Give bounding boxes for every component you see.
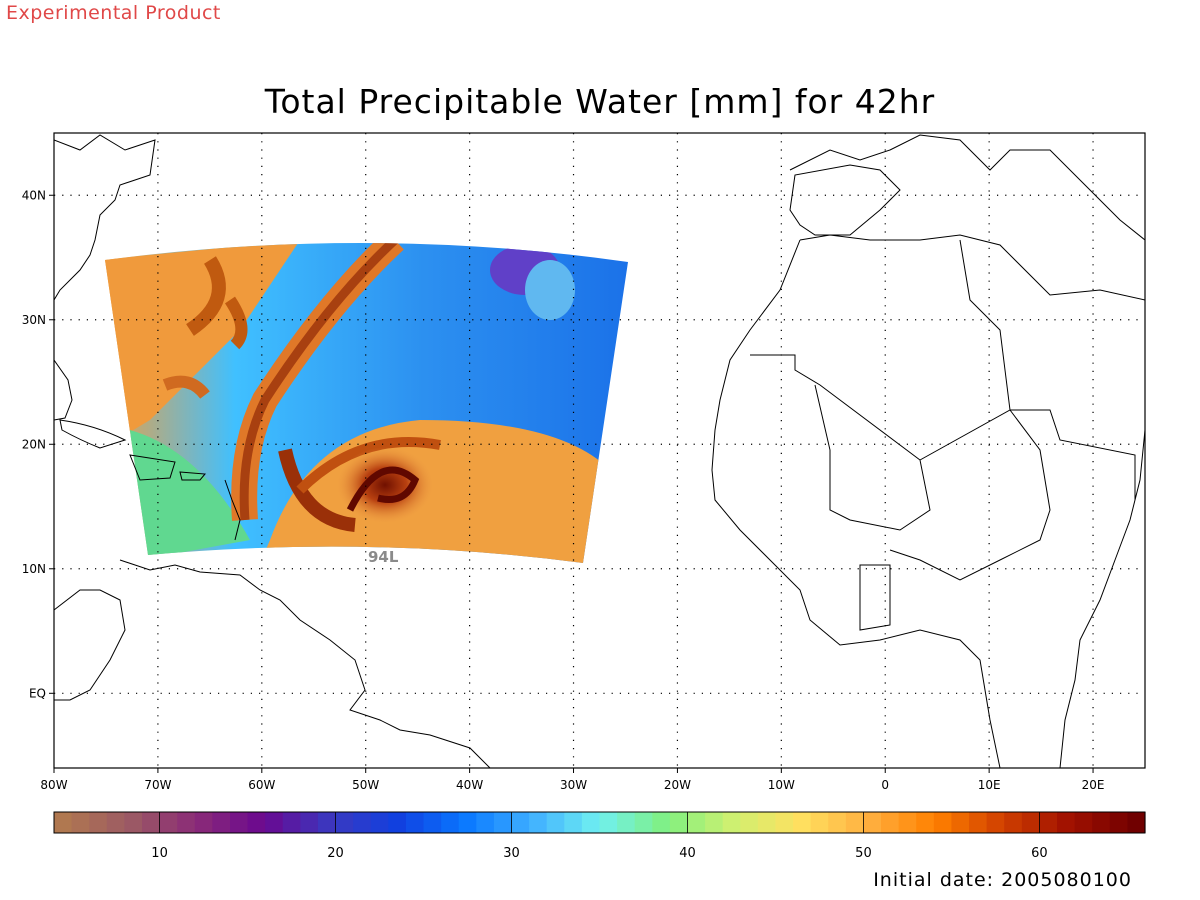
colorbar-cell [564, 812, 583, 833]
colorbar-cell [810, 812, 829, 833]
colorbar-frame [53, 811, 1146, 834]
colorbar-cell [581, 812, 601, 833]
y-tick-label: 30N [22, 313, 46, 327]
colorbar-cell [247, 812, 266, 833]
colorbar-cell [916, 812, 935, 833]
colorbar-cell [1127, 812, 1146, 833]
colorbar-cell [493, 812, 513, 833]
colorbar-cell [89, 812, 108, 833]
colorbar-cell [458, 812, 477, 833]
colorbar-tick-label: 20 [327, 846, 344, 861]
colorbar-cell [969, 812, 988, 833]
colorbar-cell [511, 812, 530, 833]
colorbar-cell [634, 812, 653, 833]
colorbar-cell [617, 812, 636, 833]
colorbar-cell [1074, 812, 1093, 833]
colorbar-tick-label: 30 [503, 846, 520, 861]
colorbar-cell [1004, 812, 1023, 833]
colorbar-cell [529, 812, 548, 833]
colorbar-cell [335, 812, 354, 833]
colorbar-cell [265, 812, 284, 833]
colorbar-cell [1039, 812, 1058, 833]
colorbar-cell [124, 812, 143, 833]
colorbar-tick-label: 50 [855, 846, 872, 861]
colorbar-cell [898, 812, 917, 833]
x-tick-label: 20W [664, 778, 691, 792]
tpw-field [105, 242, 628, 563]
x-tick-label: 60W [248, 778, 275, 792]
colorbar-cell [722, 812, 741, 833]
colorbar-cell [317, 812, 337, 833]
colorbar-cell [845, 812, 865, 833]
y-tick-label: EQ [29, 686, 46, 700]
colorbar-cell [194, 812, 213, 833]
colorbar-tick-label: 10 [151, 846, 168, 861]
colorbar-cell [229, 812, 249, 833]
colorbar-tick-label: 60 [1031, 846, 1048, 861]
colorbar-cell [476, 812, 495, 833]
x-tick-label: 40W [456, 778, 483, 792]
colorbar-cell [1092, 812, 1111, 833]
colorbar-cell [757, 812, 777, 833]
colorbar-cell [546, 812, 565, 833]
x-tick-label: 50W [352, 778, 379, 792]
colorbar-cell [370, 812, 389, 833]
storm-label-94l: 94L [368, 548, 399, 566]
colorbar-cell [705, 812, 724, 833]
colorbar-cell [1109, 812, 1129, 833]
coastlines [54, 134, 1145, 768]
colorbar-cell [300, 812, 319, 833]
colorbar-cell [881, 812, 900, 833]
experimental-product-label: Experimental Product [6, 2, 221, 24]
colorbar-ticks: 10 20 30 40 50 60 [151, 812, 1048, 861]
colorbar-cell [141, 812, 161, 833]
x-tick-label: 70W [144, 778, 171, 792]
y-tick-label: 40N [22, 188, 46, 202]
colorbar-cell [212, 812, 231, 833]
x-tick-label: 30W [560, 778, 587, 792]
colorbar-cell [986, 812, 1005, 833]
colorbar-cell [740, 812, 759, 833]
colorbar-tick-label: 40 [679, 846, 696, 861]
y-tick-label: 20N [22, 437, 46, 451]
colorbar-cell [1021, 812, 1041, 833]
colorbar-cell [951, 812, 970, 833]
colorbar-cell [775, 812, 794, 833]
colorbar-cell [863, 812, 882, 833]
colorbar-cell [353, 812, 372, 833]
colorbar-cell [54, 812, 73, 833]
x-tick-label: 10W [768, 778, 795, 792]
map-title: Total Precipitable Water [mm] for 42hr [264, 82, 936, 121]
colorbar-cell [405, 812, 425, 833]
colorbar-cell [71, 812, 90, 833]
colorbar-cell [177, 812, 196, 833]
colorbar-cell [1057, 812, 1076, 833]
colorbar-cell [106, 812, 125, 833]
colorbar-cell [441, 812, 460, 833]
colorbar-cell [933, 812, 953, 833]
colorbar-cell [652, 812, 671, 833]
map-frame [53, 132, 1146, 769]
colorbar-cell [282, 812, 301, 833]
longitude-axis: 80W 70W 60W 50W 40W 30W 20W 10W 0 10E 20E [40, 768, 1104, 792]
colorbar-cell [828, 812, 847, 833]
colorbar-cell [388, 812, 407, 833]
x-tick-label: 0 [881, 778, 889, 792]
colorbar-cell [423, 812, 442, 833]
colorbar-cell [599, 812, 618, 833]
colorbar-cell [793, 812, 812, 833]
x-tick-label: 10E [978, 778, 1001, 792]
initial-date: Initial date: 2005080100 [873, 869, 1132, 891]
y-tick-label: 10N [22, 562, 46, 576]
x-tick-label: 20E [1082, 778, 1105, 792]
colorbar [54, 812, 1146, 833]
x-tick-label: 80W [40, 778, 67, 792]
colorbar-cell [669, 812, 689, 833]
latitude-axis: 40N 30N 20N 10N EQ [22, 188, 54, 700]
colorbar-cell [687, 812, 706, 833]
colorbar-cell [159, 812, 178, 833]
